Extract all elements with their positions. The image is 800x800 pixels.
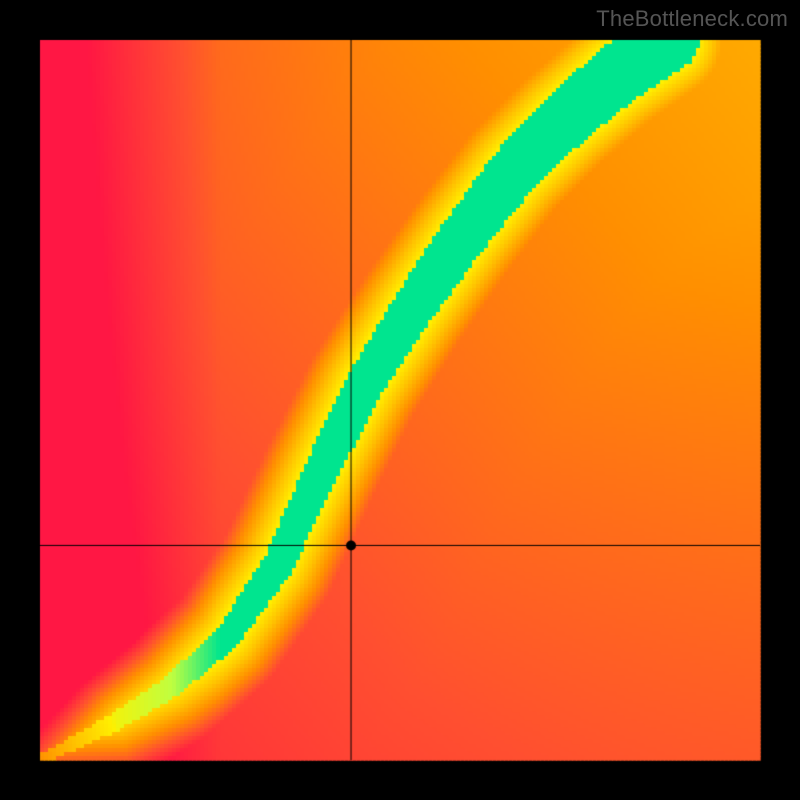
chart-container: TheBottleneck.com [0, 0, 800, 800]
watermark-text: TheBottleneck.com [596, 6, 788, 32]
heatmap-canvas [0, 0, 800, 800]
